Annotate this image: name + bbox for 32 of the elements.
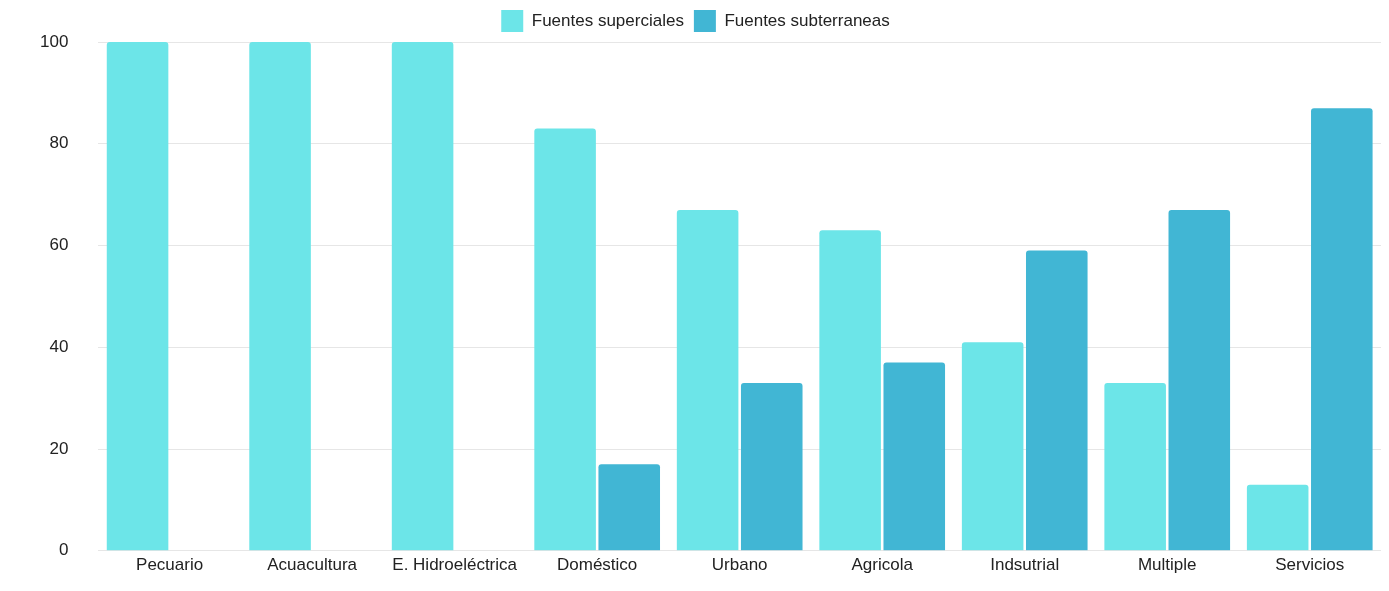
y-tick-label: 100: [39, 31, 69, 51]
bar: [249, 42, 311, 551]
y-tick-label: 80: [49, 133, 69, 153]
y-tick-label: 0: [58, 540, 69, 560]
x-tick-label: Acuacultura: [267, 554, 358, 574]
x-tick-label: Servicios: [1275, 554, 1345, 574]
x-tick-label: Multiple: [1137, 554, 1197, 574]
bar: [534, 128, 596, 551]
bar: [1025, 250, 1088, 551]
bar: [598, 464, 661, 551]
bar: [1246, 484, 1309, 551]
bar: [961, 342, 1024, 551]
x-tick-label: Pecuario: [136, 554, 204, 574]
legend-label: Fuentes subterraneas: [724, 10, 890, 30]
x-tick-label: Indsutrial: [990, 554, 1060, 574]
y-tick-label: 60: [49, 235, 69, 255]
bar: [1104, 382, 1166, 551]
y-tick-label: 20: [49, 438, 69, 458]
x-tick-label: E. Hidroeléctrica: [392, 554, 518, 574]
y-tick-label: 40: [49, 336, 69, 356]
legend-label: Fuentes superciales: [531, 10, 684, 30]
bar: [676, 209, 739, 551]
bar: [819, 230, 881, 551]
bar: [106, 42, 169, 551]
bar: [1311, 108, 1373, 551]
x-tick-label: Doméstico: [557, 554, 638, 574]
bar: [740, 382, 803, 551]
x-tick-label: Urbano: [711, 554, 768, 574]
bar: [883, 362, 946, 551]
x-tick-label: Agricola: [851, 554, 914, 574]
bar: [391, 42, 454, 551]
bar: [1168, 209, 1231, 551]
